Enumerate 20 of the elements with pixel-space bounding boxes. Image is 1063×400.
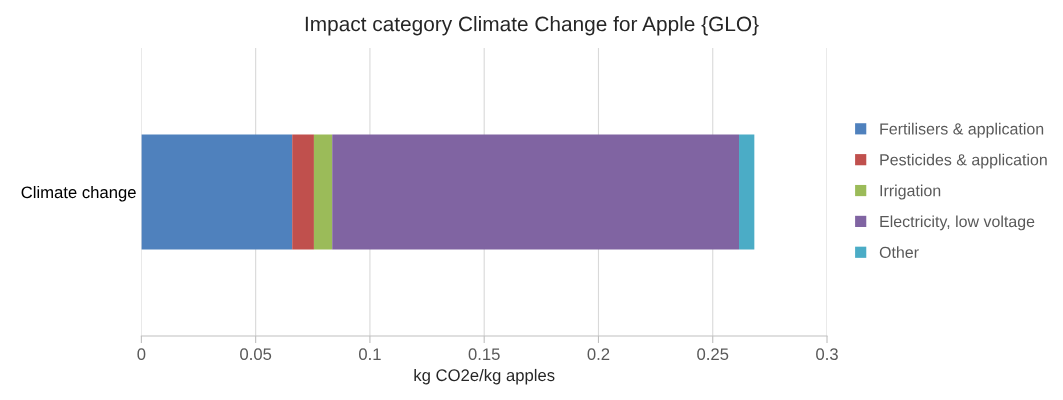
bar — [313, 134, 333, 250]
x-tick-label: 0 — [137, 348, 146, 361]
x-tick-label: 0.3 — [816, 348, 838, 361]
x-tick-label: 0.05 — [240, 348, 272, 361]
bar — [292, 134, 314, 250]
bar — [332, 134, 740, 250]
y-tick-label: Climate change — [21, 185, 136, 202]
x-tick-label: 0.25 — [697, 348, 729, 361]
chart-title: Impact category Climate Change for Apple {GLO} — [305, 16, 759, 36]
x-tick-label: 0.1 — [358, 348, 381, 361]
bar — [739, 134, 755, 250]
x-tick-label: 0.15 — [468, 348, 500, 361]
bar — [141, 134, 293, 250]
legend-label: Electricity, low voltage — [880, 215, 1035, 231]
x-axis-title: kg CO2e/kg apples — [414, 368, 555, 385]
legend-label: Irrigation — [880, 184, 941, 200]
legend-label: Other — [879, 246, 919, 259]
legend-label: Fertilisers & application — [880, 122, 1044, 138]
x-tick-label: 0.2 — [587, 348, 610, 361]
legend-label: Pesticides & application — [880, 153, 1047, 169]
